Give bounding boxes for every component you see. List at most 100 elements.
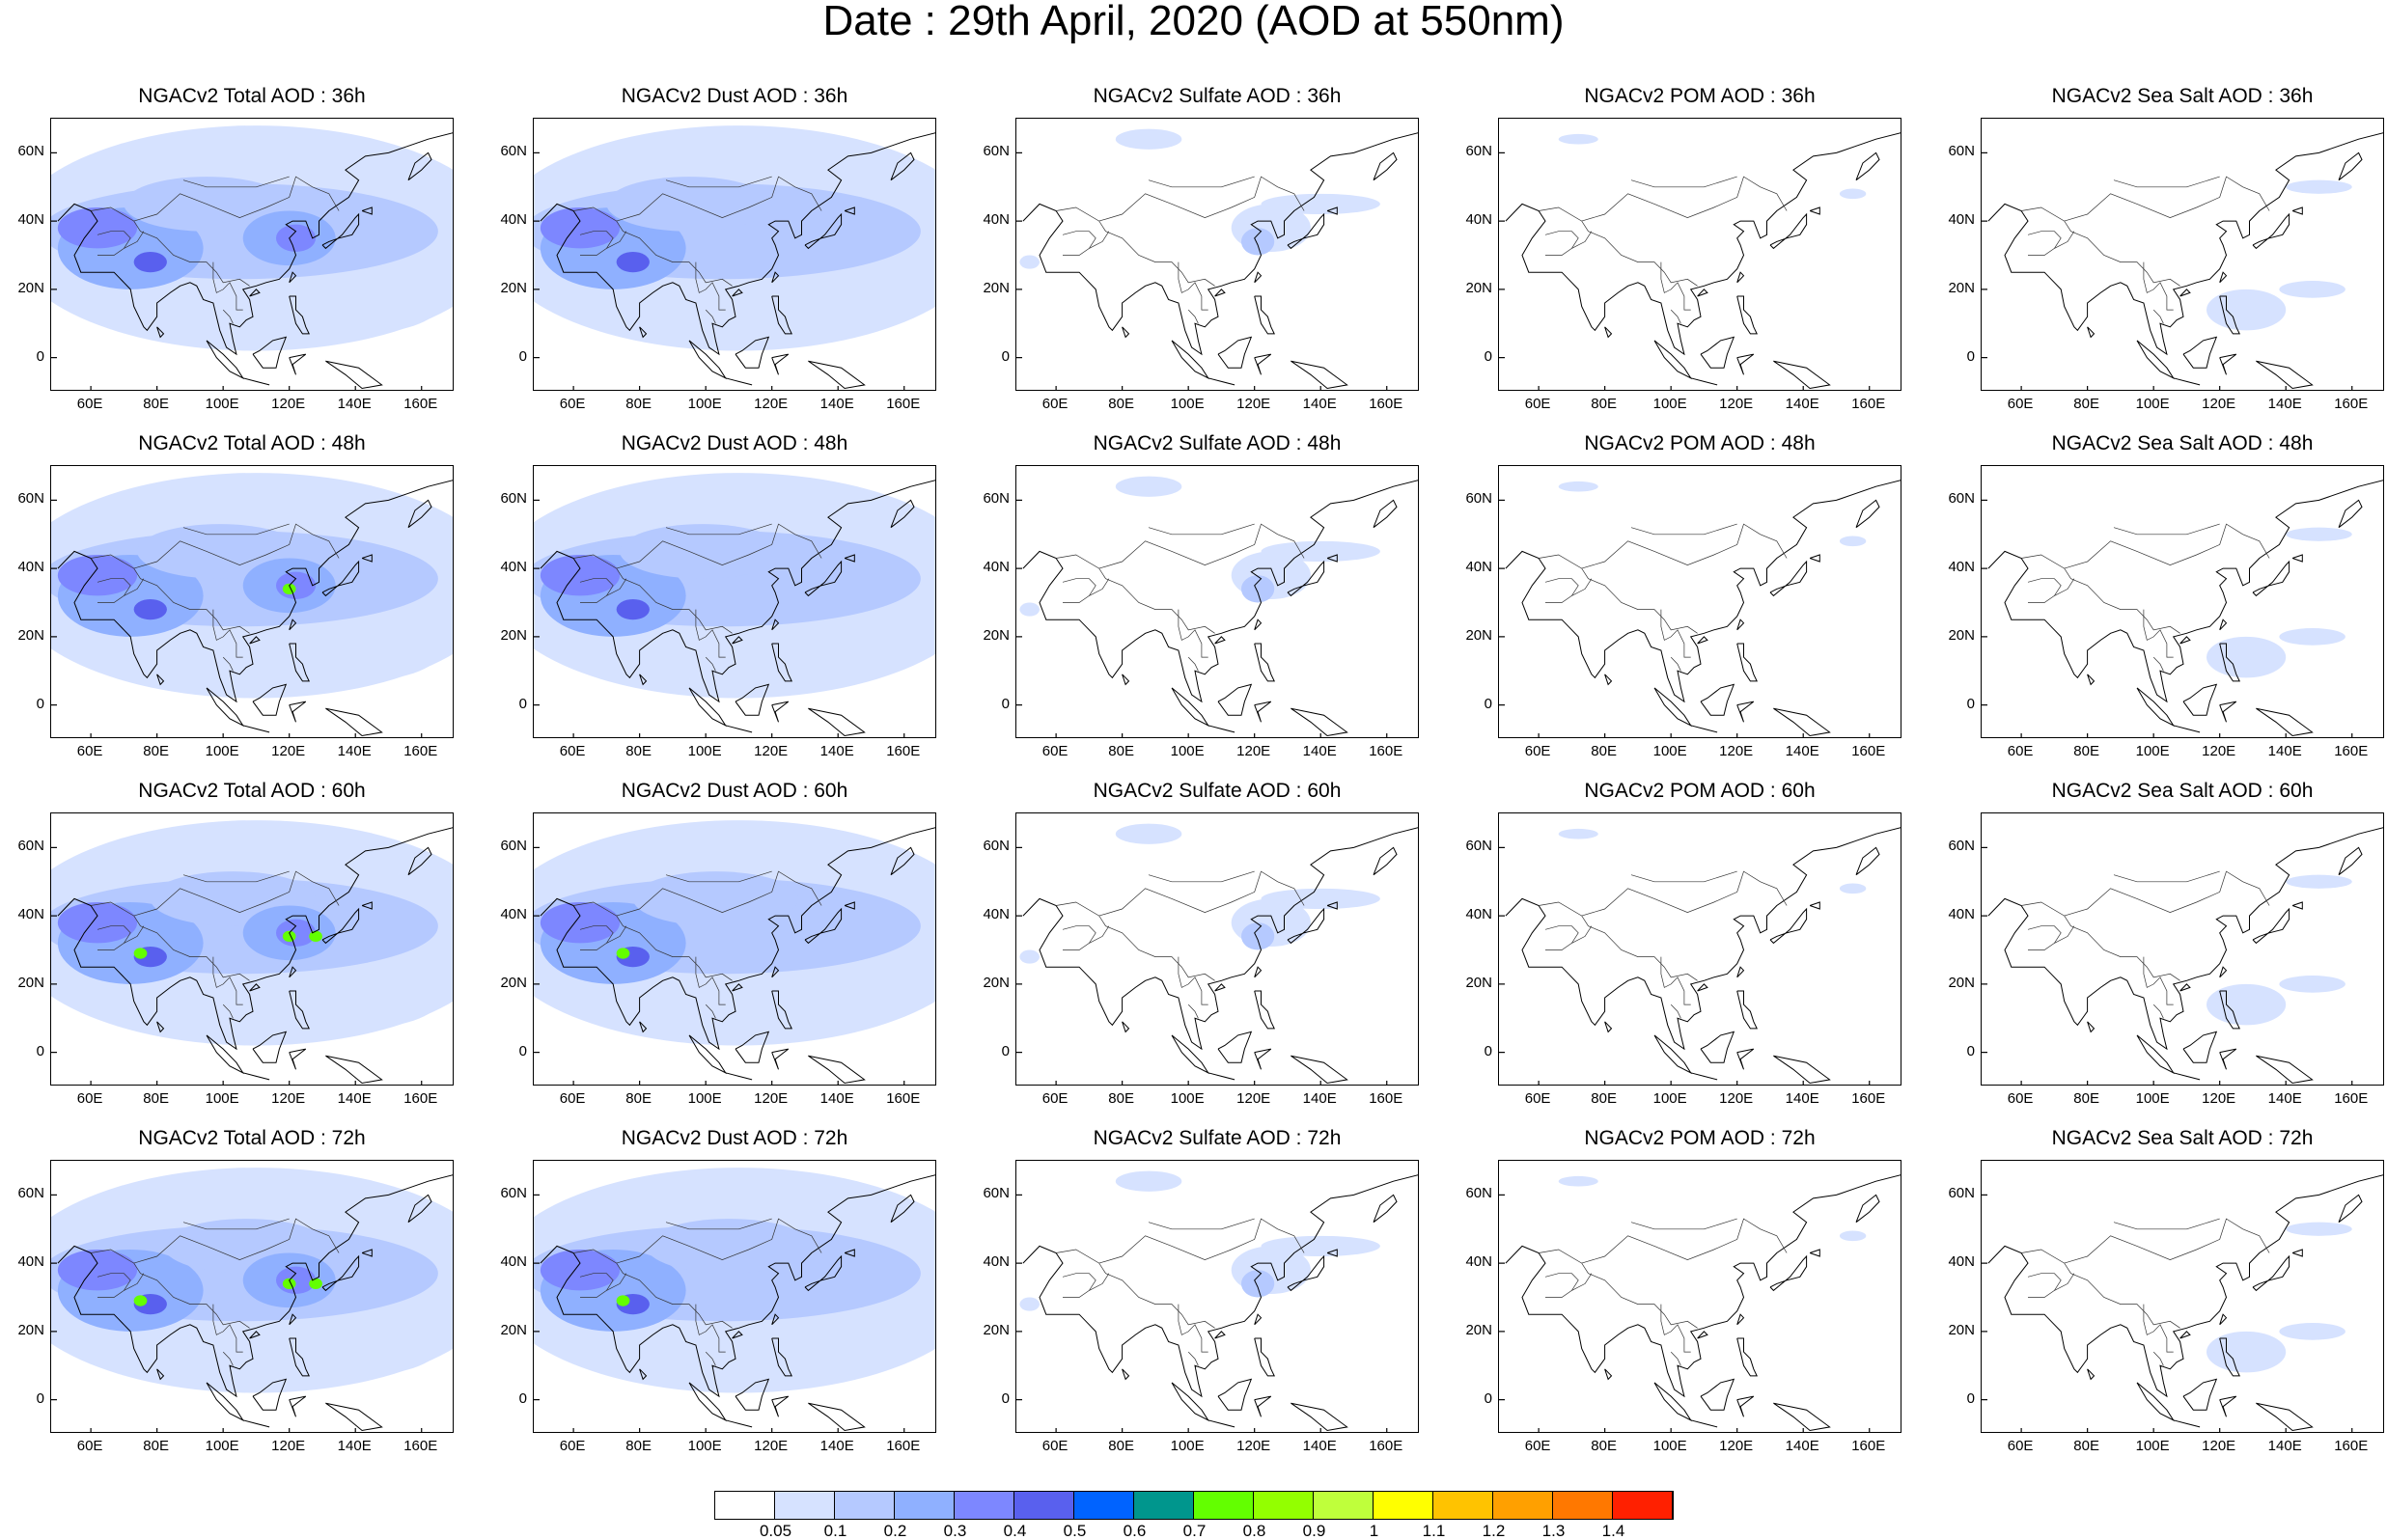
coastline	[732, 636, 743, 645]
y-tick-label: 0	[518, 1389, 527, 1407]
y-tick-label: 40N	[1948, 906, 1975, 923]
coastline	[1326, 1249, 1338, 1257]
x-tick-label: 140E	[819, 1438, 854, 1454]
x-tick-label: 120E	[754, 1438, 789, 1454]
map-svg	[534, 125, 935, 390]
colorbar-cell	[1374, 1492, 1433, 1519]
coastline	[2291, 901, 2303, 910]
x-tick-label: 100E	[1170, 743, 1205, 759]
coastline	[732, 289, 743, 297]
coastline	[242, 1072, 270, 1081]
country-border	[1062, 1273, 1096, 1298]
country-border	[573, 901, 733, 981]
coastline	[1254, 701, 1272, 723]
colorbar-label: 0.8	[1242, 1522, 1266, 1540]
map-panel: NGACv2 Dust AOD : 72h 60N 40N 20N 0 60E 80E 100…	[483, 1127, 936, 1454]
x-tick-label: 160E	[1851, 1438, 1886, 1454]
aod-field	[1261, 1235, 1380, 1257]
colorbar-cell	[1553, 1492, 1613, 1519]
aod-field	[2286, 1222, 2352, 1236]
x-tick-label: 80E	[143, 1438, 169, 1454]
x-tick-label: 140E	[337, 1090, 372, 1107]
coastline	[1773, 360, 1831, 390]
aod-field	[1019, 949, 1040, 964]
x-tick-label: 120E	[754, 743, 789, 759]
map-svg	[1016, 476, 1418, 737]
country-border	[91, 554, 250, 634]
coastline	[1855, 846, 1880, 876]
country-border	[124, 231, 145, 249]
coastline	[2219, 619, 2228, 631]
x-tick-label: 80E	[143, 743, 169, 759]
country-border	[1660, 1304, 1691, 1353]
country-border	[1581, 176, 1788, 222]
map-panel: NGACv2 POM AOD : 48h 60N 40N 20N 0 60E 80E 100E…	[1448, 432, 1901, 759]
coastline	[2252, 907, 2290, 945]
map-svg	[534, 820, 935, 1085]
y-tick-label: 0	[1001, 695, 1010, 712]
coastline	[252, 1031, 288, 1063]
coastline	[2136, 1382, 2176, 1422]
x-tick-label: 120E	[1719, 1438, 1754, 1454]
country-border	[1539, 554, 1698, 634]
aod-field	[1558, 1175, 1598, 1187]
coastline	[1505, 827, 1901, 1051]
coastline	[808, 360, 866, 390]
map-svg	[1016, 823, 1418, 1085]
x-tick-label: 140E	[2267, 396, 2302, 412]
x-tick-label: 100E	[687, 1090, 722, 1107]
x-tick-label: 80E	[1108, 743, 1134, 759]
map-svg	[1982, 480, 2383, 737]
y-tick-label: 60N	[500, 143, 527, 160]
coastline	[1254, 990, 1275, 1030]
country-border	[1187, 1004, 1199, 1019]
coastline	[1736, 271, 1745, 284]
y-tick-label: 40N	[1465, 1253, 1492, 1271]
map-plot-area	[1498, 812, 1901, 1086]
country-border	[1056, 554, 1215, 634]
coastline	[1736, 1395, 1755, 1417]
y-tick-label: 20N	[983, 626, 1010, 644]
y-tick-label: 40N	[983, 1253, 1010, 1271]
coastline	[1214, 983, 1226, 992]
x-tick-label: 60E	[76, 743, 103, 759]
y-tick-label: 60N	[500, 1185, 527, 1202]
aod-field	[620, 524, 786, 579]
map-plot-area	[1981, 1160, 2384, 1433]
x-tick-label: 80E	[625, 743, 652, 759]
country-border	[1539, 206, 1698, 287]
coastline	[2179, 636, 2191, 645]
coastline	[1773, 1055, 1831, 1085]
y-tick-label: 40N	[983, 211, 1010, 229]
coastline	[771, 271, 780, 284]
x-tick-label: 160E	[2334, 1438, 2369, 1454]
colorbar-label: 0.5	[1063, 1522, 1087, 1540]
coastline	[1171, 340, 1210, 380]
coastline	[1769, 212, 1808, 250]
aod-field	[275, 224, 317, 252]
country-border	[2027, 925, 2062, 950]
country-border	[579, 231, 614, 256]
country-border	[1056, 1249, 1215, 1329]
country-border	[1544, 578, 1579, 603]
country-border	[222, 309, 234, 324]
x-tick-label: 160E	[1851, 743, 1886, 759]
aod-field	[2279, 976, 2345, 993]
coastline	[1254, 643, 1275, 682]
y-tick-label: 0	[1966, 347, 1975, 365]
map-svg	[1016, 128, 1418, 390]
coastline	[361, 1249, 373, 1257]
x-tick-label: 80E	[2073, 743, 2099, 759]
country-border	[579, 1273, 614, 1298]
country-border	[212, 1304, 243, 1353]
x-tick-label: 100E	[687, 743, 722, 759]
map-plot-area	[533, 1160, 936, 1433]
country-border	[573, 554, 733, 634]
x-tick-label: 80E	[1591, 1090, 1617, 1107]
coastline	[804, 1254, 843, 1292]
x-tick-label: 60E	[559, 743, 586, 759]
coastline	[771, 966, 780, 978]
country-border	[695, 1304, 726, 1353]
y-tick-label: 0	[1966, 1042, 1975, 1059]
coastline	[1122, 1368, 1130, 1381]
